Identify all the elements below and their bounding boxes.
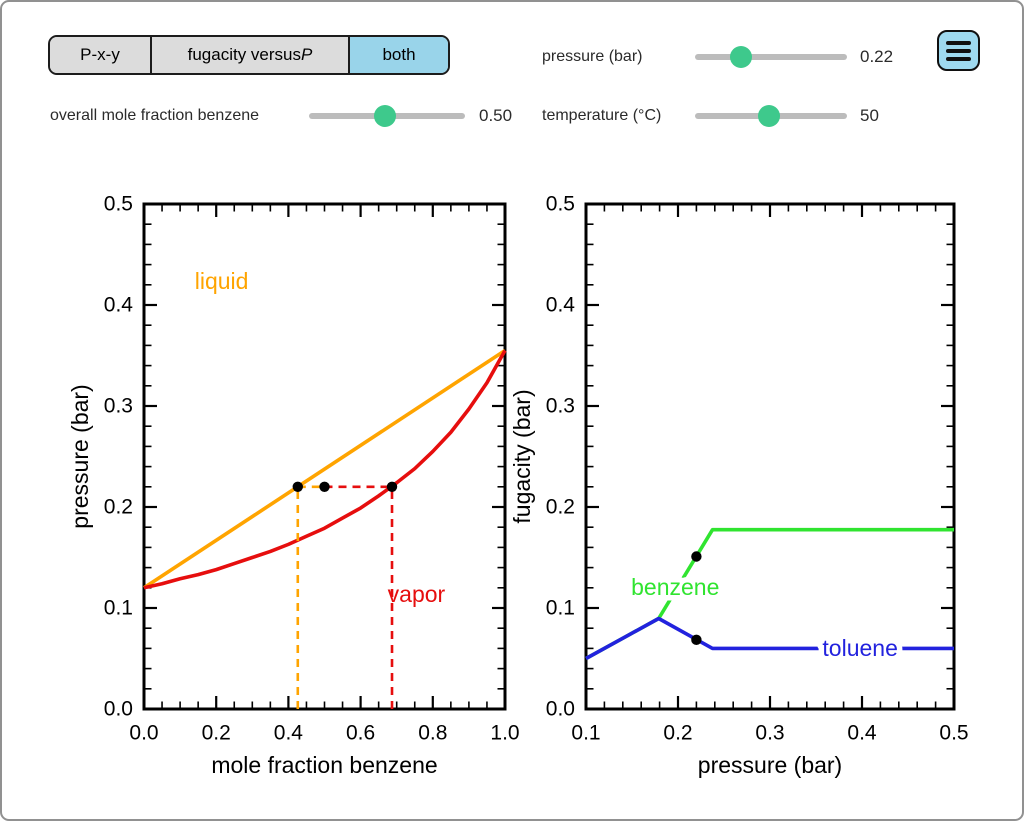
menu-button[interactable] — [937, 30, 980, 71]
mole-fraction-slider-knob[interactable] — [374, 105, 397, 127]
chart-1-xtick-label: 0.5 — [939, 722, 968, 745]
chart-1-ytick-label: 0.4 — [546, 294, 576, 317]
hamburger-icon — [946, 56, 971, 61]
chart-1-xtick-label: 0.4 — [847, 722, 877, 745]
pressure-slider-knob[interactable] — [729, 46, 752, 68]
chart-0: 0.0 0.2 0.4 0.6 0.8 1.0 0.0 0.1 0.2 0.3 0.4 0.5 mole… — [67, 193, 520, 779]
chart-1-frame — [584, 202, 956, 711]
temperature-slider-label: temperature (°C) — [542, 107, 662, 124]
chart-0-xaxis-title: mole fraction benzene — [211, 752, 437, 778]
temperature-slider-value: 50 — [860, 106, 879, 125]
chart-0-xtick-label: 0.8 — [418, 722, 447, 745]
chart-0-ytick-label: 0.5 — [104, 193, 133, 216]
tab-pxy-label: P-x-y — [80, 45, 120, 64]
chart-0-xtick-label: 1.0 — [490, 722, 519, 745]
temperature-slider[interactable] — [695, 105, 847, 127]
chart-1-yaxis-title: fugacity (bar) — [509, 389, 535, 523]
chart-1-xaxis-title: pressure (bar) — [698, 752, 842, 778]
annotation-liquid: liquid — [195, 268, 249, 294]
chart-1-xtick-label: 0.1 — [571, 722, 600, 745]
point-overall-composition-point — [319, 481, 330, 492]
chart-0-xtick-label: 0.4 — [274, 722, 304, 745]
mole-fraction-slider[interactable] — [309, 105, 465, 127]
mole-fraction-slider-value: 0.50 — [479, 106, 513, 125]
chart-1-ytick-label: 0.5 — [546, 193, 575, 216]
series-vapor-dew-line — [143, 349, 507, 590]
chart-1-ytick-label: 0.3 — [546, 395, 575, 418]
point-benzene-fugacity-point — [691, 551, 702, 562]
chart-0-ytick-label: 0.0 — [104, 698, 133, 721]
chart-0-ytick-label: 0.1 — [104, 597, 133, 620]
pressure-slider-label: pressure (bar) — [542, 48, 643, 65]
tab-fugacity-label-italic: P — [301, 45, 313, 64]
chart-0-ticks — [142, 202, 507, 711]
chart-0-ytick-label: 0.4 — [104, 294, 134, 317]
annotation-benzene: benzene — [631, 574, 719, 600]
mole-fraction-slider-label: overall mole fraction benzene — [50, 107, 260, 124]
tab-fugacity-label: fugacity versus — [187, 45, 302, 64]
series-liquid-bubble-line — [143, 348, 506, 590]
hamburger-icon — [946, 40, 971, 45]
view-mode-tabs: P-x-y fugacity versus P both — [48, 35, 450, 75]
point-liquid-phase-point — [292, 481, 303, 492]
series-toluene-fugacity — [585, 616, 954, 661]
tab-both-label: both — [382, 45, 416, 64]
temperature-slider-knob[interactable] — [758, 105, 781, 127]
chart-0-xtick-label: 0.6 — [346, 722, 375, 745]
tab-both[interactable]: both — [348, 37, 448, 73]
pressure-slider-value: 0.22 — [860, 47, 894, 66]
annotation-vapor: vapor — [388, 581, 446, 607]
point-toluene-fugacity-point — [691, 634, 702, 646]
chart-0-xtick-label: 0.0 — [129, 722, 158, 745]
hamburger-icon — [946, 48, 971, 53]
chart-1-ytick-label: 0.2 — [546, 496, 575, 519]
chart-0-ytick-label: 0.3 — [104, 395, 133, 418]
annotation-toluene: toluene — [822, 635, 897, 661]
point-vapor-phase-point — [386, 481, 398, 492]
chart-1-xtick-label: 0.3 — [755, 722, 784, 745]
tab-pxy[interactable]: P-x-y — [50, 37, 150, 73]
tab-fugacity-versus-p[interactable]: fugacity versus P — [150, 37, 348, 73]
chart-1-ticks — [584, 202, 956, 711]
chart-0-ytick-label: 0.2 — [104, 496, 133, 519]
chart-1-ytick-label: 0.0 — [546, 698, 575, 721]
pressure-slider[interactable] — [695, 46, 847, 68]
chart-1-ytick-label: 0.1 — [546, 597, 575, 620]
chart-1-xtick-label: 0.2 — [663, 722, 692, 745]
chart-0-xtick-label: 0.2 — [202, 722, 231, 745]
chart-0-yaxis-title: pressure (bar) — [67, 384, 93, 528]
chart-1: 0.1 0.2 0.3 0.4 0.50.00.10.20.30.40.5pressur… — [509, 193, 969, 779]
